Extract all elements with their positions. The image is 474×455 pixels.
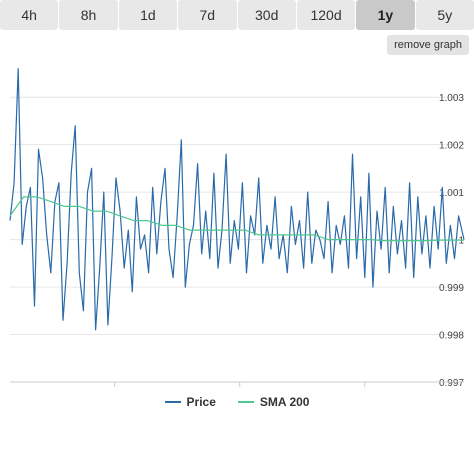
y-tick-label: 1.001 — [439, 188, 464, 199]
price-line — [9, 68, 465, 331]
range-tab-30d[interactable]: 30d — [237, 0, 296, 30]
range-tab-7d[interactable]: 7d — [178, 0, 237, 30]
y-tick-label: 1.003 — [439, 93, 464, 104]
legend: Price SMA 200 — [0, 392, 474, 412]
range-tab-5y[interactable]: 5y — [415, 0, 474, 30]
range-tab-8h[interactable]: 8h — [59, 0, 118, 30]
y-tick-label: 0.999 — [439, 283, 464, 294]
remove-graph-button[interactable]: remove graph — [387, 35, 469, 55]
legend-item-sma-200[interactable]: SMA 200 — [237, 395, 310, 409]
legend-label-sma-200: SMA 200 — [259, 395, 310, 409]
range-tab-1y[interactable]: 1y — [356, 0, 415, 30]
range-tabs: 4h 8h 1d 7d 30d 120d 1y 5y — [0, 0, 474, 30]
series — [9, 68, 465, 331]
range-tab-4h[interactable]: 4h — [0, 0, 59, 30]
legend-item-price[interactable]: Price — [164, 395, 216, 409]
range-tab-1d[interactable]: 1d — [118, 0, 178, 30]
y-tick-label: 1 — [458, 236, 464, 247]
legend-label-price: Price — [186, 395, 216, 409]
legend-swatch-sma-200 — [237, 401, 254, 403]
y-tick-label: 0.998 — [439, 331, 464, 342]
sma-200-line — [9, 196, 464, 242]
y-tick-label: 1.002 — [439, 141, 464, 152]
legend-swatch-price — [164, 401, 181, 403]
range-tab-120d[interactable]: 120d — [296, 0, 356, 30]
y-tick-label: 0.997 — [439, 378, 464, 389]
